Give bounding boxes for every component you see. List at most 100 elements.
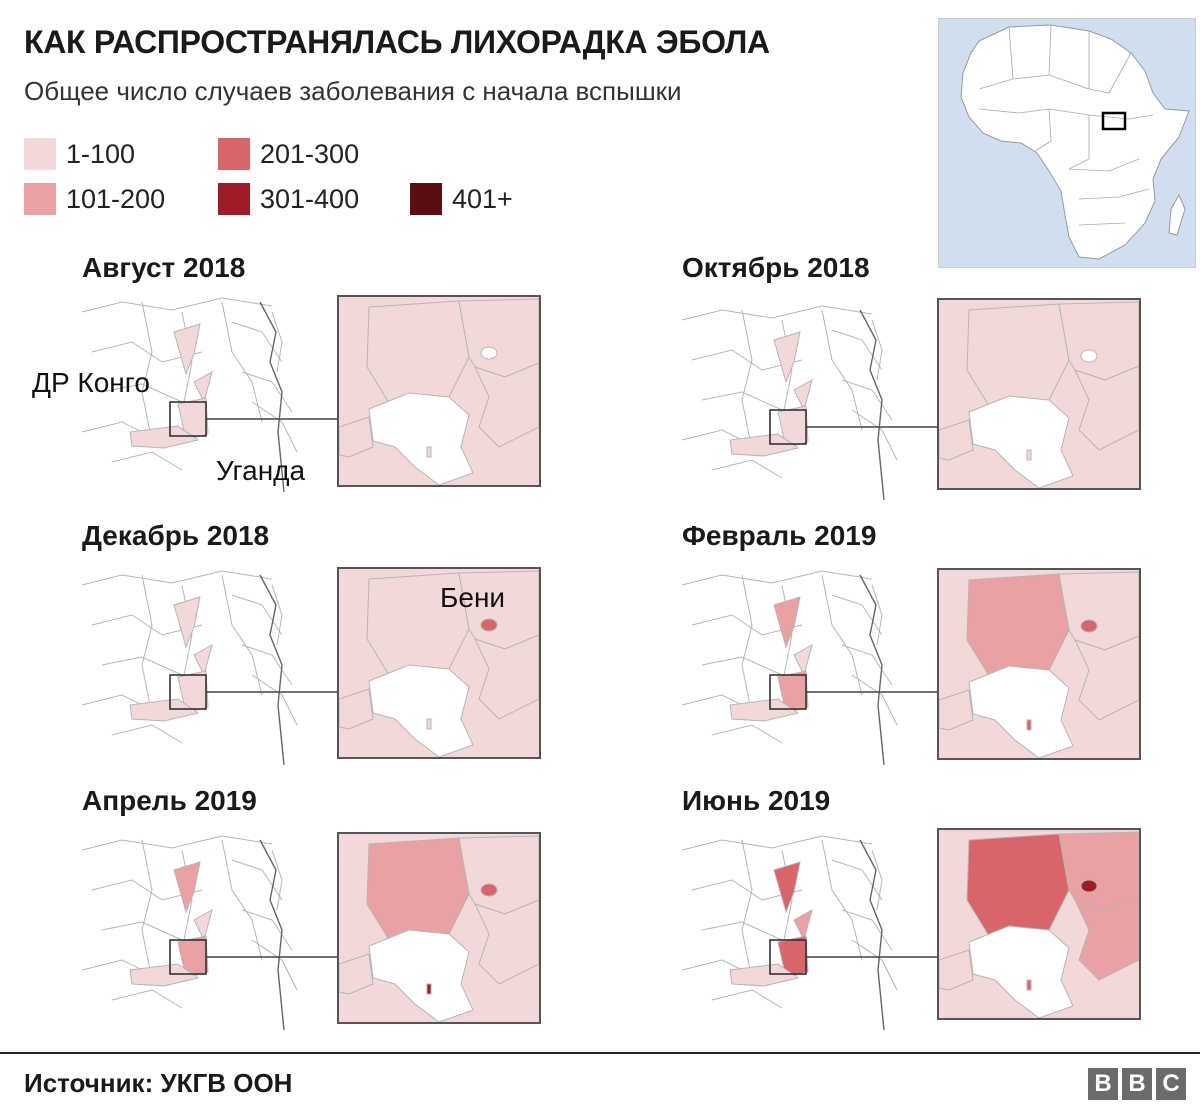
district-border-line bbox=[82, 835, 273, 851]
panel-title: Июнь 2019 bbox=[682, 785, 831, 816]
africa-locator-map bbox=[938, 18, 1196, 268]
inset-district-north bbox=[366, 837, 470, 941]
district-border-line bbox=[101, 383, 183, 403]
district-border-line bbox=[82, 297, 273, 313]
inset-district-north bbox=[966, 303, 1070, 407]
outbreak-region-marker bbox=[1101, 111, 1127, 131]
panel-title: Октябрь 2018 bbox=[682, 252, 870, 283]
inset-svg bbox=[339, 297, 539, 485]
region-overview-map bbox=[682, 570, 937, 765]
panel-title: Август 2018 bbox=[82, 252, 246, 283]
inset-district-southwest bbox=[339, 953, 374, 995]
district-border-line bbox=[741, 839, 753, 981]
overview-district-central bbox=[193, 643, 213, 677]
overview-district-focus bbox=[777, 405, 809, 449]
label-drc: ДР Конго bbox=[32, 367, 150, 398]
panel-title: Апрель 2019 bbox=[82, 785, 257, 816]
district-border-line bbox=[271, 311, 283, 373]
inset-district-north bbox=[366, 300, 470, 404]
district-border-line bbox=[221, 574, 263, 696]
region-overview-map bbox=[682, 305, 937, 500]
legend-item-401-plus: 401+ bbox=[410, 183, 513, 215]
page-subtitle: Общее число случаев заболевания с начала… bbox=[24, 76, 682, 106]
inset-district-east bbox=[1074, 365, 1139, 451]
district-border-line bbox=[141, 301, 153, 443]
inset-svg bbox=[939, 570, 1139, 758]
legend-swatch bbox=[410, 183, 442, 215]
overview-district-north bbox=[173, 596, 201, 649]
district-border-line bbox=[841, 909, 893, 951]
district-border-line bbox=[111, 451, 183, 471]
district-borders bbox=[682, 570, 898, 744]
inset-district-beni bbox=[480, 346, 498, 360]
district-border-line bbox=[871, 319, 883, 381]
panel-title: Февраль 2019 bbox=[682, 520, 877, 551]
drc-uganda-border bbox=[859, 574, 885, 765]
drc-uganda-border bbox=[259, 839, 285, 1030]
district-border-line bbox=[141, 839, 153, 981]
district-border-line bbox=[841, 644, 893, 686]
overview-district-central bbox=[793, 378, 813, 412]
district-border-line bbox=[231, 859, 283, 901]
africa-landmass bbox=[960, 24, 1190, 260]
inset-uganda-area bbox=[968, 925, 1074, 1018]
inset-uganda-area bbox=[368, 664, 474, 757]
district-border-line bbox=[101, 656, 183, 676]
inset-district-small bbox=[426, 983, 432, 995]
district-border-line bbox=[711, 724, 783, 744]
district-border-line bbox=[841, 379, 893, 421]
district-border-line bbox=[241, 371, 293, 413]
inset-uganda-area bbox=[968, 665, 1074, 758]
inset-district-small bbox=[426, 718, 432, 730]
district-border-line bbox=[221, 301, 263, 423]
overview-district-north bbox=[173, 861, 201, 914]
district-border-line bbox=[231, 321, 283, 363]
district-border-line bbox=[111, 989, 183, 1009]
page-title: КАК РАСПРОСТРАНЯЛАСЬ ЛИХОРАДКА ЭБОЛА bbox=[24, 24, 770, 60]
district-border-line bbox=[82, 570, 273, 586]
district-border-line bbox=[141, 574, 153, 716]
zoomed-inset-map bbox=[937, 828, 1141, 1020]
district-border-line bbox=[231, 594, 283, 636]
district-border-line bbox=[821, 309, 863, 431]
drc-uganda-border bbox=[259, 574, 285, 765]
overview-district-north bbox=[773, 861, 801, 914]
district-border-line bbox=[711, 989, 783, 1009]
legend-label: 401+ bbox=[452, 183, 513, 214]
zoomed-inset-map bbox=[337, 832, 541, 1024]
inset-district-beni bbox=[480, 883, 498, 897]
overview-district-focus bbox=[177, 670, 209, 714]
district-border-line bbox=[851, 409, 898, 461]
inset-district-southwest bbox=[939, 419, 974, 461]
inset-district-east bbox=[1074, 635, 1139, 721]
inset-district-small bbox=[426, 446, 432, 458]
drc-uganda-border bbox=[859, 839, 885, 1030]
inset-district-beni bbox=[1080, 349, 1098, 363]
district-border-line bbox=[871, 849, 883, 911]
drc-uganda-border bbox=[259, 301, 285, 492]
inset-district-southwest bbox=[339, 688, 374, 730]
locator-borders bbox=[978, 24, 1154, 226]
legend-item-301-400: 301-400 bbox=[218, 183, 359, 215]
inset-uganda-area bbox=[968, 395, 1074, 488]
overview-district-central bbox=[793, 643, 813, 677]
district-border-line bbox=[101, 921, 183, 941]
district-border-line bbox=[682, 835, 873, 851]
district-border-line bbox=[741, 574, 753, 716]
africa-locator-svg bbox=[960, 24, 1190, 260]
bbc-logo-letter: B bbox=[1122, 1068, 1152, 1100]
legend-label: 101-200 bbox=[66, 183, 166, 214]
legend-swatch bbox=[218, 138, 250, 170]
district-borders bbox=[682, 305, 898, 479]
district-border-line bbox=[831, 329, 883, 371]
overview-district-central bbox=[193, 370, 213, 404]
overview-district-focus bbox=[777, 670, 809, 714]
inset-district-southwest bbox=[339, 416, 374, 458]
district-border-line bbox=[111, 724, 183, 744]
label-uganda: Уганда bbox=[216, 455, 306, 486]
district-border-line bbox=[271, 849, 283, 911]
district-border-line bbox=[851, 674, 898, 726]
legend-label: 301-400 bbox=[260, 183, 360, 214]
district-border-line bbox=[241, 909, 293, 951]
district-border-line bbox=[251, 674, 298, 726]
